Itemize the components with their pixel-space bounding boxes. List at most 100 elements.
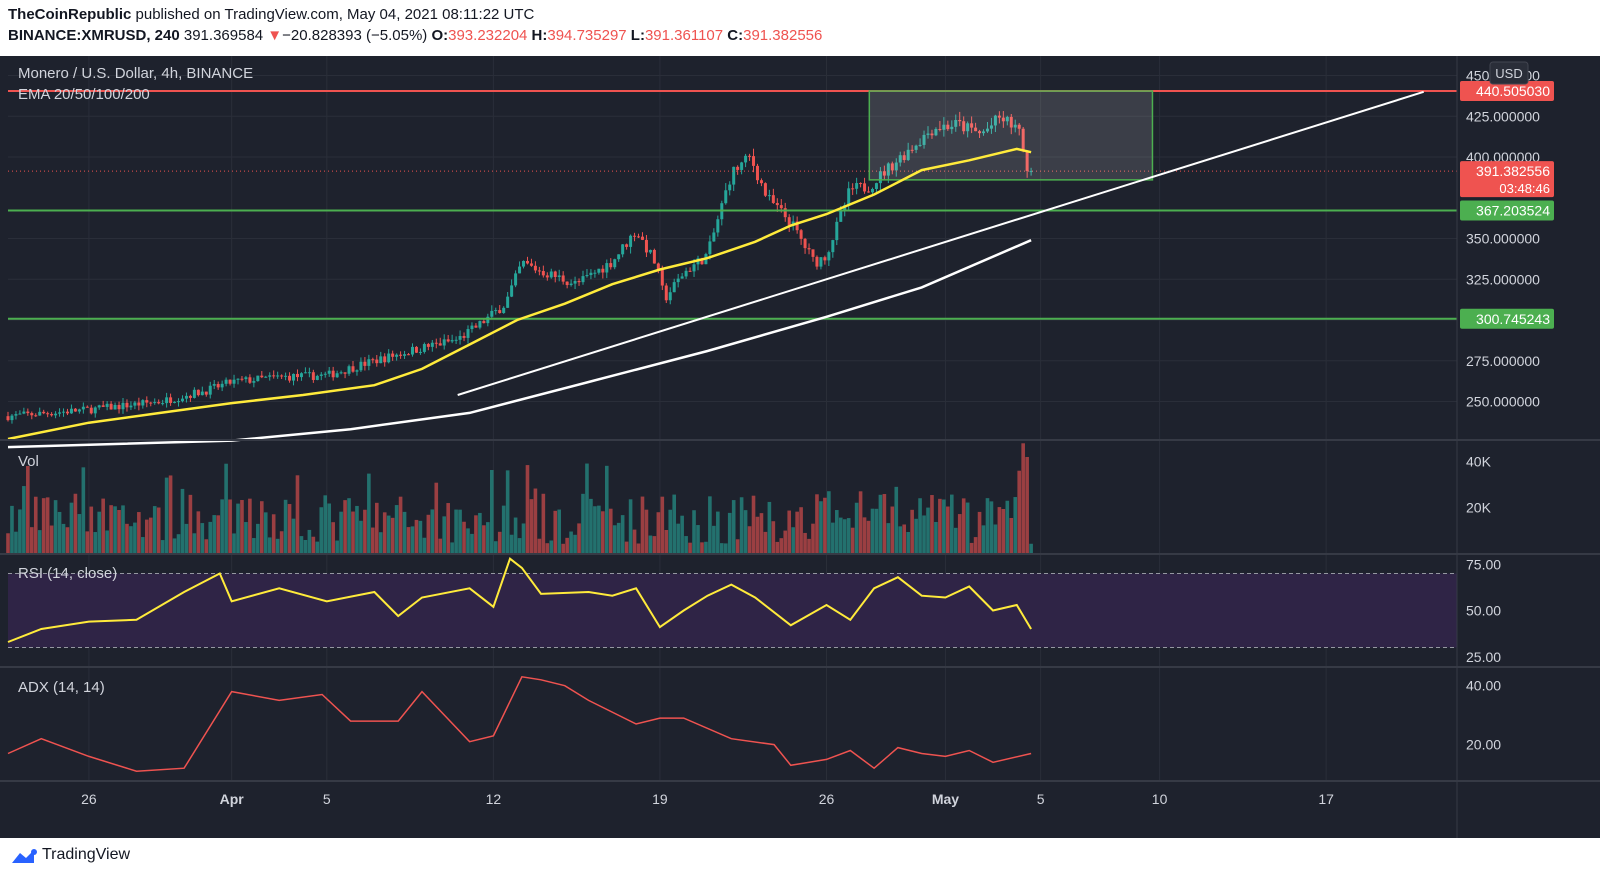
currency-badge[interactable] bbox=[1489, 61, 1529, 85]
volume-bar bbox=[446, 503, 450, 553]
time-tick-label: 19 bbox=[652, 791, 668, 807]
rsi-legend[interactable]: RSI (14, close) bbox=[18, 565, 117, 582]
price-tick-label: 325.000000 bbox=[1466, 271, 1540, 287]
candle-down bbox=[910, 149, 914, 151]
candle-up bbox=[54, 413, 58, 416]
publisher-name[interactable]: TheCoinRepublic bbox=[8, 6, 132, 23]
candle-up bbox=[299, 373, 303, 378]
volume-bar bbox=[620, 515, 625, 553]
volume-bar bbox=[327, 503, 332, 553]
candle-up bbox=[236, 378, 240, 380]
footer: TradingView bbox=[0, 838, 1600, 877]
volume-bar bbox=[374, 502, 379, 553]
volume-bar bbox=[739, 497, 744, 553]
volume-bar bbox=[216, 515, 220, 553]
volume-bar bbox=[271, 514, 276, 553]
volume-bar bbox=[61, 523, 66, 553]
adx-legend[interactable]: ADX (14, 14) bbox=[18, 679, 105, 696]
candle-up bbox=[268, 375, 272, 377]
tradingview-logo-icon[interactable] bbox=[10, 847, 40, 867]
candle-up bbox=[835, 221, 839, 241]
volume-bar bbox=[319, 507, 324, 553]
volume-bar bbox=[640, 496, 645, 553]
candle-down bbox=[859, 183, 863, 185]
volume-bar bbox=[351, 511, 355, 553]
candle-down bbox=[383, 356, 387, 363]
candle-up bbox=[982, 131, 986, 134]
volume-bar bbox=[961, 498, 966, 553]
volume-bar bbox=[1001, 509, 1006, 553]
volume-legend[interactable]: Vol bbox=[18, 453, 39, 470]
volume-bar bbox=[414, 519, 419, 553]
volume-bar bbox=[89, 506, 94, 553]
candle-down bbox=[637, 236, 641, 238]
volume-bar bbox=[700, 542, 704, 553]
volume-bar bbox=[256, 523, 260, 553]
footer-brand[interactable]: TradingView bbox=[42, 846, 131, 863]
volume-bar bbox=[283, 499, 288, 553]
last-price-label: 391.382556 bbox=[1476, 163, 1550, 179]
volume-bar bbox=[557, 509, 562, 553]
candle-up bbox=[442, 339, 446, 346]
volume-bar bbox=[581, 493, 585, 553]
volume-bar bbox=[386, 515, 391, 553]
volume-bar bbox=[248, 498, 252, 553]
volume-bar bbox=[608, 508, 613, 553]
volume-bar bbox=[450, 542, 454, 553]
price-labels: 440.505030 391.382556 03:48:46 367.203524 30… bbox=[1460, 81, 1554, 329]
rsi-band bbox=[8, 573, 1457, 648]
volume-bar bbox=[192, 533, 197, 553]
volume-bar bbox=[561, 543, 565, 553]
volume-bar bbox=[632, 529, 637, 553]
volume-bar bbox=[969, 542, 974, 553]
volume-bar bbox=[882, 494, 887, 553]
volume-bar bbox=[644, 509, 649, 553]
candle-up bbox=[161, 403, 165, 405]
volume-bar bbox=[509, 534, 514, 553]
candle-up bbox=[557, 275, 561, 278]
candle-up bbox=[466, 329, 470, 338]
candle-up bbox=[410, 346, 414, 355]
volume-bar bbox=[418, 520, 423, 553]
symbol-label: BINANCE:XMRUSD, 240 bbox=[8, 27, 180, 44]
volume-bar bbox=[291, 518, 296, 553]
candle-up bbox=[918, 144, 922, 146]
candle-up bbox=[914, 145, 918, 150]
volume-bar bbox=[676, 523, 680, 553]
candle-down bbox=[434, 342, 438, 344]
volume-bar bbox=[513, 517, 518, 553]
candle-up bbox=[69, 408, 73, 414]
volume-bar bbox=[101, 498, 105, 553]
chart-canvas[interactable]: 450.000000425.000000400.000000350.000000… bbox=[0, 56, 1600, 838]
volume-tick-label: 20K bbox=[1466, 499, 1492, 515]
candle-up bbox=[153, 402, 157, 404]
volume-bar bbox=[612, 525, 617, 553]
volume-bar bbox=[930, 495, 934, 553]
ema-legend[interactable]: EMA 20/50/100/200 bbox=[18, 86, 150, 103]
candle-up bbox=[307, 372, 311, 374]
candles[interactable] bbox=[6, 111, 1033, 424]
candle-up bbox=[347, 366, 351, 374]
open-label: O: bbox=[431, 27, 449, 44]
volume-bar bbox=[799, 507, 803, 553]
candle-down bbox=[625, 244, 629, 247]
candle-up bbox=[18, 413, 22, 415]
candle-up bbox=[886, 163, 890, 176]
candle-up bbox=[613, 259, 617, 268]
volume-bar bbox=[636, 543, 641, 553]
ema-line bbox=[7, 147, 1032, 441]
volume-bar bbox=[823, 497, 827, 553]
volume-bar bbox=[378, 532, 383, 553]
volume-bar bbox=[803, 532, 807, 553]
volume-bar bbox=[926, 507, 930, 553]
volume-bar bbox=[359, 520, 363, 553]
candle-up bbox=[478, 321, 482, 328]
candle-down bbox=[331, 370, 335, 378]
volume-bar bbox=[842, 519, 847, 553]
candle-up bbox=[430, 342, 434, 347]
candle-up bbox=[450, 340, 454, 342]
open-value: 393.232204 bbox=[448, 27, 528, 44]
candle-up bbox=[712, 232, 716, 242]
volume-bar bbox=[981, 525, 986, 553]
time-tick-label: Apr bbox=[220, 791, 245, 807]
